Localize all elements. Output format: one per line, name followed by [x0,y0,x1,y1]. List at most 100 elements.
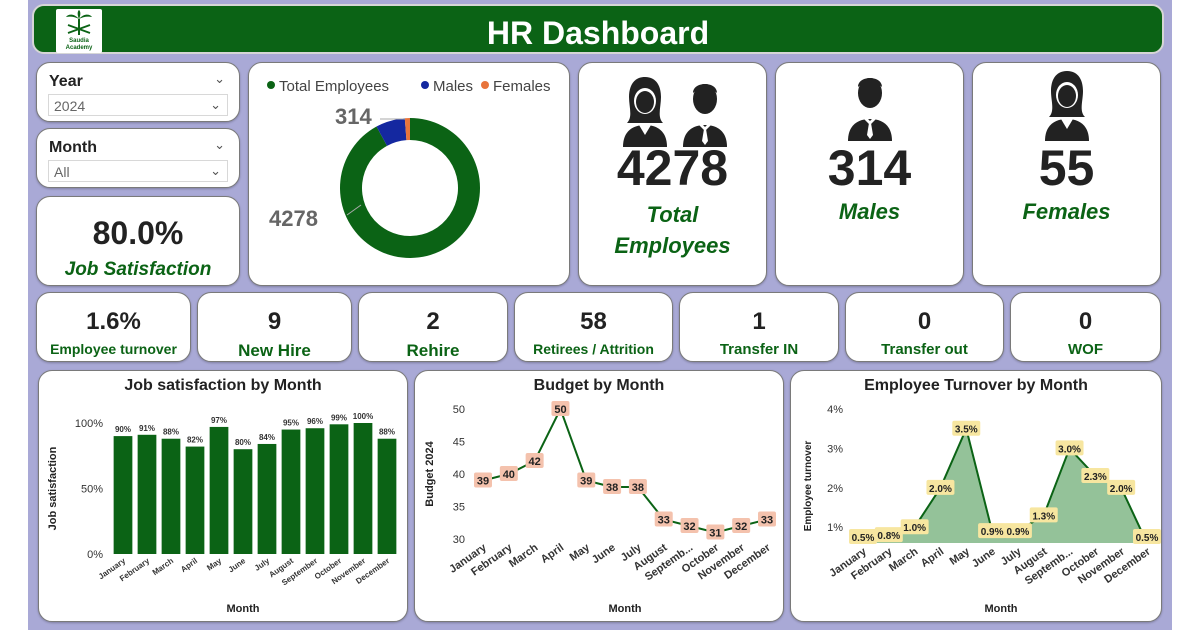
bar-february[interactable] [137,434,157,554]
chart-title: Employee Turnover by Month [864,377,1088,394]
total-employees-label: Total Employees [579,199,766,261]
point-data-label: 31 [709,528,721,540]
point-label-bg [874,527,903,543]
point-data-label: 33 [658,515,670,527]
legend-swatch [421,81,429,89]
x-tick-label: April [539,542,566,566]
point-data-label: 33 [761,515,773,527]
point-label-bg [680,518,699,533]
y-tick-label: 3% [827,443,843,455]
point-label-bg [474,472,492,488]
chevron-down-icon[interactable]: ⌄ [210,97,221,112]
bar-august[interactable] [281,429,301,554]
year-dropdown[interactable]: 2024 ⌄ [48,94,228,116]
kpi-label: Transfer out [881,341,968,358]
x-tick-label: May [568,541,593,564]
legend-label: Total Employees [279,78,389,95]
point-data-label: 0.9% [981,527,1004,538]
x-tick-label: March [507,541,541,570]
point-label-bg [525,453,544,468]
bar-data-label: 88% [163,428,179,437]
bar-data-label: 82% [187,436,203,445]
y-tick-label: 30 [453,534,465,546]
job-satisfaction-bar-chart: 0%50%100% 90%January91%February88%March82… [47,412,397,615]
turnover-area-chart: 1%2%3%4%0.5%January0.8%February1.0%March… [803,404,1161,615]
chevron-down-icon[interactable]: ⌄ [210,163,221,178]
chevron-down-icon[interactable]: ⌄ [214,137,225,152]
point-data-label: 39 [580,476,592,488]
gender-donut-card: Total Employees Males Females 314 4278 [248,62,570,286]
chevron-down-icon[interactable]: ⌄ [214,71,225,86]
total-employees-card: 4278 Total Employees [578,62,767,286]
y-tick-label: 40 [453,469,465,481]
females-card: 55 Females [972,62,1161,286]
legend-label: Females [493,78,551,95]
donut-slice-females[interactable] [404,118,410,141]
budget-line[interactable] [482,406,768,534]
y-axis-title: Job satisfaction [47,446,59,530]
donut-slice-males[interactable] [376,118,407,146]
gender-donut-chart: Total Employees Males Females 314 4278 [267,78,551,258]
logo-line-1: Saudia [69,38,89,44]
chart-title: Job satisfaction by Month [124,377,322,394]
bar-data-label: 100% [353,412,373,421]
point-data-label: 2.3% [1084,472,1107,483]
y-tick-label: 35 [453,502,465,514]
bar-january[interactable] [113,436,133,554]
y-tick-label: 100% [75,418,103,430]
bar-october[interactable] [329,424,349,554]
bar-data-label: 97% [211,416,227,425]
kpi-label: Retirees / Attrition [533,341,654,357]
point-label-bg [1055,440,1084,456]
total-employees-label-line2: Employees [614,233,731,258]
female-person-icon [1045,71,1089,141]
kpi-value: 1.6% [86,308,141,335]
bar-data-label: 90% [115,425,131,434]
total-leader-line [346,204,362,216]
year-dropdown-value: 2024 [54,98,86,114]
bar-december[interactable] [377,438,397,554]
point-label-bg [551,401,570,416]
donut-slice-total-employees[interactable] [340,118,480,258]
bar-march[interactable] [161,438,181,554]
x-tick-label: March [151,556,176,577]
point-label-bg [1029,507,1058,523]
point-data-label: 38 [606,482,618,494]
y-tick-label: 0% [87,549,103,561]
point-label-bg [628,479,647,494]
males-label: Males [838,199,901,224]
year-slicer-label: Year [49,73,83,90]
kpi-value: 0 [1078,308,1093,335]
bar-september[interactable] [305,428,325,554]
year-slicer[interactable]: Year ⌄ 2024 ⌄ [36,62,240,122]
bar-june[interactable] [233,449,253,554]
job-satisfaction-value: 80.0% [92,215,184,251]
point-data-label: 42 [529,456,541,468]
point-label-bg [706,524,725,540]
palm-swords-icon [66,10,92,35]
month-dropdown[interactable]: All ⌄ [48,160,228,182]
bar-may[interactable] [209,426,229,554]
bar-november[interactable] [353,423,373,554]
point-label-bg [900,519,929,535]
x-tick-label: May [205,556,223,573]
x-tick-label: April [179,556,199,574]
bar-july[interactable] [257,443,277,554]
point-data-label: 32 [735,521,747,533]
point-data-label: 3.0% [1058,444,1081,455]
kpi-value: 58 [580,308,607,335]
legend-label: Males [433,78,473,95]
month-slicer[interactable]: Month ⌄ All ⌄ [36,128,240,188]
point-label-bg [1003,523,1032,539]
point-data-label: 0.9% [1007,527,1030,538]
y-axis-title: Employee turnover [803,441,814,532]
kpi-label: Transfer IN [719,341,799,358]
y-tick-label: 4% [827,404,843,416]
kpi-transfer-out: 0 Transfer out [845,292,1004,362]
employees-icon-group [623,77,727,147]
bar-data-label: 91% [139,424,155,433]
x-tick-label: May [948,545,973,568]
bar-april[interactable] [185,446,205,554]
point-data-label: 32 [683,521,695,533]
job-satisfaction-card: 80.0% Job Satisfaction [36,196,240,286]
